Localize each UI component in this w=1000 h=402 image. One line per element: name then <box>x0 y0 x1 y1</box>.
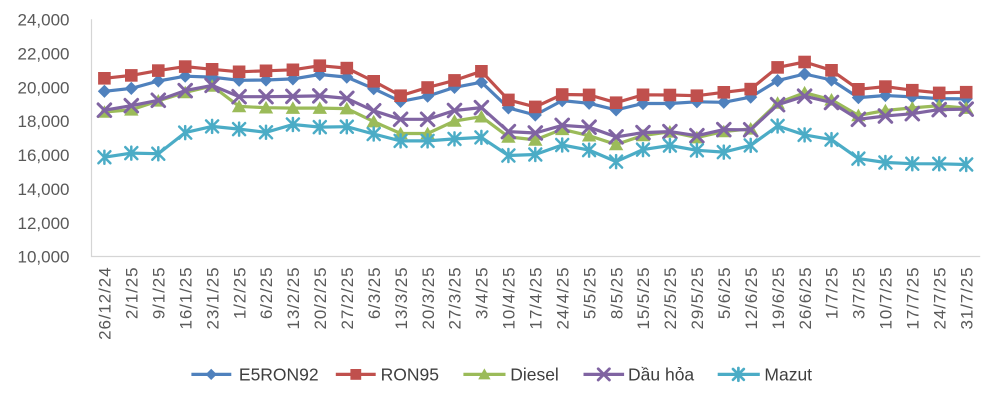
svg-text:31/7/25: 31/7/25 <box>957 267 976 330</box>
svg-text:1/7/25: 1/7/25 <box>823 267 842 320</box>
svg-text:20,000: 20,000 <box>18 78 70 97</box>
svg-text:3/4/25: 3/4/25 <box>473 267 492 320</box>
svg-text:23/1/25: 23/1/25 <box>203 267 222 330</box>
svg-text:22/5/25: 22/5/25 <box>661 267 680 330</box>
svg-text:13/3/25: 13/3/25 <box>392 267 411 330</box>
svg-text:8/5/25: 8/5/25 <box>607 267 626 320</box>
svg-text:16/1/25: 16/1/25 <box>176 267 195 330</box>
svg-text:Diesel: Diesel <box>510 365 559 385</box>
svg-text:E5RON92: E5RON92 <box>239 365 319 385</box>
svg-text:13/2/25: 13/2/25 <box>284 267 303 330</box>
svg-text:6/2/25: 6/2/25 <box>257 267 276 320</box>
svg-text:9/1/25: 9/1/25 <box>150 267 169 320</box>
svg-text:14,000: 14,000 <box>18 180 70 199</box>
svg-text:24,000: 24,000 <box>18 11 70 30</box>
svg-text:5/6/25: 5/6/25 <box>715 267 734 320</box>
svg-text:6/3/25: 6/3/25 <box>365 267 384 320</box>
svg-text:1/2/25: 1/2/25 <box>230 267 249 320</box>
svg-text:3/7/25: 3/7/25 <box>850 267 869 320</box>
svg-text:RON95: RON95 <box>381 365 439 385</box>
svg-text:22,000: 22,000 <box>18 44 70 63</box>
svg-text:10/4/25: 10/4/25 <box>500 267 519 330</box>
svg-text:27/2/25: 27/2/25 <box>338 267 357 330</box>
svg-text:2/1/25: 2/1/25 <box>123 267 142 320</box>
svg-text:17/4/25: 17/4/25 <box>527 267 546 330</box>
svg-text:26/12/24: 26/12/24 <box>96 267 115 340</box>
svg-text:16,000: 16,000 <box>18 146 70 165</box>
svg-text:Dầu hỏa: Dầu hỏa <box>628 365 694 385</box>
svg-text:17/7/25: 17/7/25 <box>904 267 923 330</box>
svg-text:29/5/25: 29/5/25 <box>688 267 707 330</box>
svg-text:26/6/25: 26/6/25 <box>796 267 815 330</box>
svg-text:24/4/25: 24/4/25 <box>553 267 572 330</box>
svg-text:19/6/25: 19/6/25 <box>769 267 788 330</box>
svg-text:5/5/25: 5/5/25 <box>580 267 599 320</box>
svg-text:12,000: 12,000 <box>18 214 70 233</box>
svg-text:Mazut: Mazut <box>764 365 812 385</box>
svg-text:18,000: 18,000 <box>18 112 70 131</box>
svg-text:12/6/25: 12/6/25 <box>742 267 761 330</box>
svg-text:20/3/25: 20/3/25 <box>419 267 438 330</box>
svg-text:20/2/25: 20/2/25 <box>311 267 330 330</box>
svg-text:24/7/25: 24/7/25 <box>930 267 949 330</box>
svg-text:15/5/25: 15/5/25 <box>634 267 653 330</box>
svg-text:10/7/25: 10/7/25 <box>877 267 896 330</box>
svg-text:10,000: 10,000 <box>18 248 70 267</box>
svg-text:27/3/25: 27/3/25 <box>446 267 465 330</box>
